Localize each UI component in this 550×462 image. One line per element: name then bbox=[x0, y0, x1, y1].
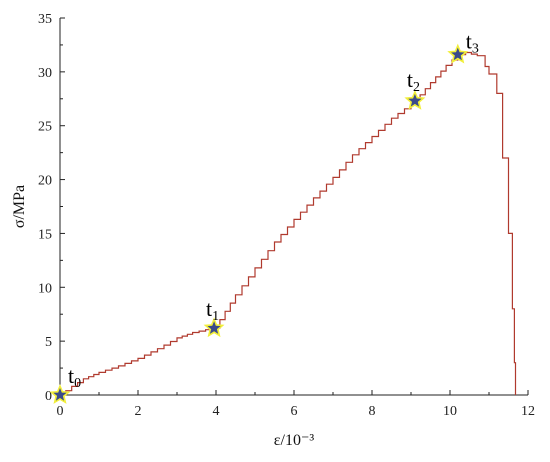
point-label: t1 bbox=[206, 296, 219, 324]
point-label-subscript: 2 bbox=[413, 80, 420, 95]
x-tick-label: 8 bbox=[369, 404, 376, 419]
point-label: t3 bbox=[466, 29, 479, 57]
y-tick-label: 30 bbox=[38, 66, 52, 81]
y-tick-label: 25 bbox=[38, 120, 52, 135]
series-line bbox=[60, 51, 517, 396]
x-tick-label: 2 bbox=[135, 404, 142, 419]
point-label-subscript: 0 bbox=[74, 376, 81, 391]
x-tick-label: 12 bbox=[521, 404, 535, 419]
y-tick-label: 20 bbox=[38, 174, 52, 189]
y-tick-label: 35 bbox=[38, 12, 52, 27]
star-marker bbox=[207, 321, 221, 334]
star-marker bbox=[408, 93, 422, 107]
point-label: t2 bbox=[407, 67, 420, 95]
x-tick-label: 6 bbox=[291, 404, 298, 419]
star-marker bbox=[451, 47, 465, 61]
series-layer bbox=[60, 51, 517, 396]
point-label-subscript: 1 bbox=[212, 309, 219, 324]
point-label: t0 bbox=[68, 363, 81, 391]
star-marker bbox=[53, 388, 67, 401]
y-tick-label: 10 bbox=[38, 281, 52, 296]
y-axis-label: σ/MPa bbox=[11, 185, 28, 228]
y-tick-label: 0 bbox=[45, 389, 52, 404]
x-tick-label: 10 bbox=[443, 404, 457, 419]
markers-layer: t0 t1 t2 t3 bbox=[49, 29, 479, 404]
x-tick-label: 4 bbox=[213, 404, 220, 419]
point-label-subscript: 3 bbox=[472, 42, 479, 57]
x-tick-label: 0 bbox=[57, 404, 64, 419]
x-axis-label: ε/10⁻³ bbox=[274, 432, 315, 449]
y-tick-label: 5 bbox=[45, 335, 52, 350]
y-tick-label: 15 bbox=[38, 227, 52, 242]
axes bbox=[59, 18, 528, 396]
